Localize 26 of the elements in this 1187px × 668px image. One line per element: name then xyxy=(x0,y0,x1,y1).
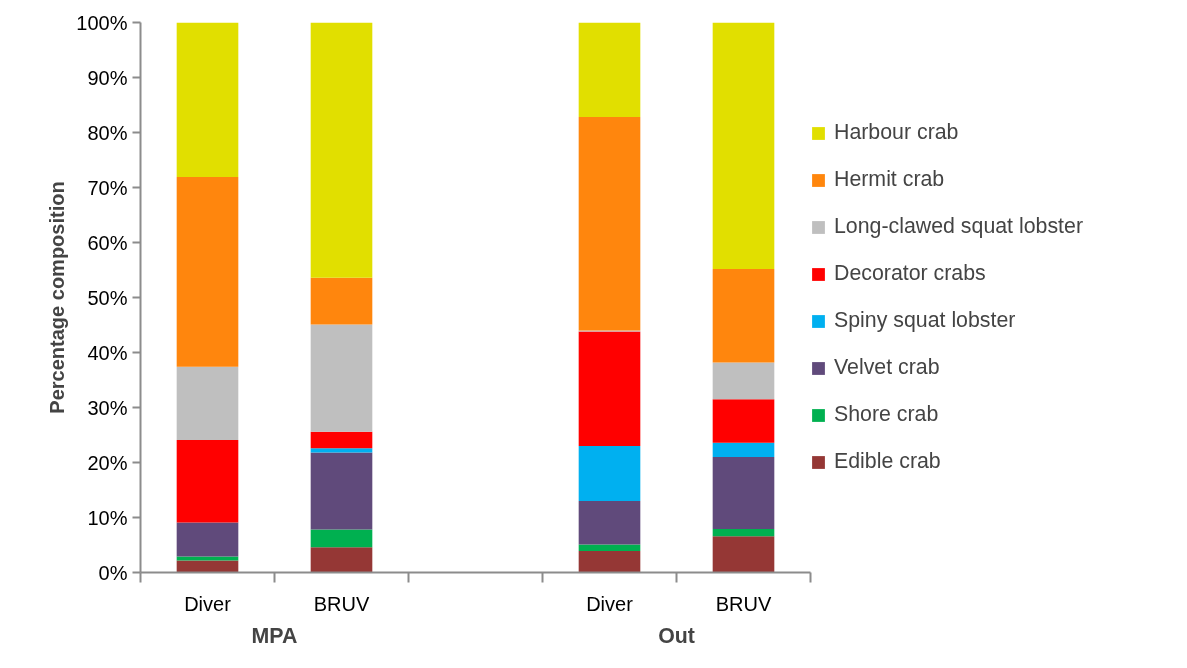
legend-label: Shore crab xyxy=(834,402,939,427)
text: MPA xyxy=(251,623,298,648)
x-tick-label: Diver xyxy=(586,592,634,615)
y-tick-label: 60% xyxy=(87,231,128,254)
x-tick-label: BRUV xyxy=(313,592,370,615)
y-tick-label: 70% xyxy=(87,176,128,199)
y-tick-label: 20% xyxy=(87,451,128,474)
y-tick-label: 50% xyxy=(87,286,128,309)
legend-label: Edible crab xyxy=(834,449,941,474)
legend-label: Spiny squat lobster xyxy=(834,308,1016,333)
y-tick-label: 10% xyxy=(87,506,128,529)
legend-label: Harbour crab xyxy=(834,120,959,145)
y-tick-label: 40% xyxy=(87,341,128,364)
x-tick-label: BRUV xyxy=(715,592,772,615)
legend-label: Velvet crab xyxy=(834,355,940,380)
legend-label: Hermit crab xyxy=(834,167,945,192)
legend-label: Long-clawed squat lobster xyxy=(834,214,1083,239)
x-tick-label: Diver xyxy=(184,592,232,615)
y-tick-label: 0% xyxy=(98,561,128,584)
legend-label: Decorator crabs xyxy=(834,261,986,286)
y-tick-label: 30% xyxy=(87,396,128,419)
y-tick-label: 90% xyxy=(87,66,128,89)
y-tick-label: 80% xyxy=(87,121,128,144)
text: Out xyxy=(658,623,695,648)
y-tick-label: 100% xyxy=(76,11,128,34)
y-axis-title: Percentage composition xyxy=(46,181,69,414)
